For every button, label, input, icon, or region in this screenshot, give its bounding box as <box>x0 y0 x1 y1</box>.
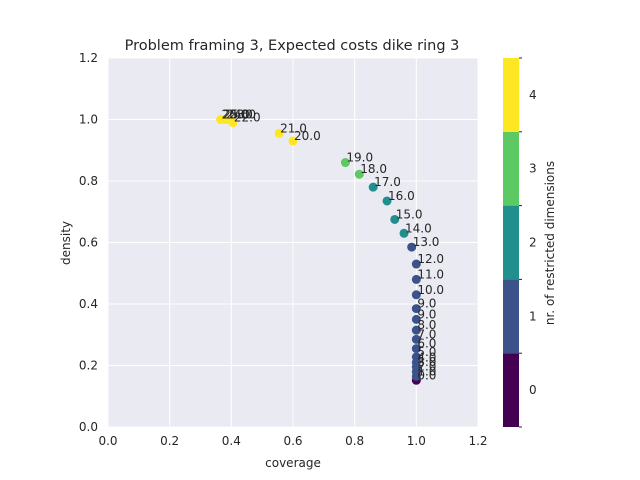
data-label: 22.0 <box>234 111 261 125</box>
colorbar-band <box>503 353 519 427</box>
data-label: 23.0 <box>229 108 256 122</box>
data-label: 1.0 <box>417 364 436 378</box>
data-point <box>382 196 392 206</box>
data-label: 6.0 <box>417 337 436 351</box>
data-label: 4.0 <box>417 350 436 364</box>
data-points <box>216 115 421 385</box>
colorbar-tick-label: 1 <box>529 309 537 323</box>
y-tick-label: 0.8 <box>79 174 98 188</box>
data-labels: 0.01.02.03.04.05.06.07.08.09.09.010.011.… <box>222 108 445 383</box>
data-label: 2.0 <box>417 360 436 374</box>
y-tick-label: 1.2 <box>79 51 98 65</box>
data-label: 17.0 <box>374 175 401 189</box>
colorbar-tick-label: 3 <box>529 162 537 176</box>
x-tick-label: 1.0 <box>407 434 426 448</box>
y-tick-label: 0.4 <box>79 297 98 311</box>
data-label: 20.0 <box>294 129 321 143</box>
y-axis-label: density <box>59 221 73 265</box>
colorbar-band <box>503 58 519 132</box>
data-label: 26.0 <box>222 108 249 122</box>
data-label: 8.0 <box>417 318 436 332</box>
data-label: 3.0 <box>417 355 436 369</box>
x-tick-label: 0.4 <box>222 434 241 448</box>
data-label: 9.0 <box>417 307 436 321</box>
data-label: 11.0 <box>417 267 444 281</box>
colorbar-label: nr. of restricted dimensions <box>543 161 557 325</box>
colorbar-tick-label: 0 <box>529 383 537 397</box>
colorbar-tick-label: 4 <box>529 88 537 102</box>
y-axis-ticks: 0.0 0.2 0.4 0.6 0.8 1.0 1.2 <box>79 51 98 434</box>
x-axis-ticks: 0.0 0.2 0.4 0.6 0.8 1.0 1.2 <box>98 434 487 448</box>
data-label: 16.0 <box>388 189 415 203</box>
data-point <box>340 158 350 168</box>
y-tick-label: 1.0 <box>79 113 98 127</box>
x-tick-label: 0.0 <box>98 434 117 448</box>
x-tick-label: 0.8 <box>345 434 364 448</box>
colorbar-tick-label: 2 <box>529 236 537 250</box>
data-point <box>411 290 421 300</box>
data-label: 19.0 <box>346 151 373 165</box>
data-label: 18.0 <box>360 162 387 176</box>
data-point <box>411 304 421 314</box>
data-point <box>411 334 421 344</box>
data-label: 24.0 <box>226 108 253 122</box>
data-label: 7.0 <box>417 327 436 341</box>
data-point <box>390 214 400 224</box>
colorbar: 0 1 2 3 4 <box>503 57 537 428</box>
data-label: 9.0 <box>417 297 436 311</box>
data-label: 12.0 <box>417 252 444 266</box>
data-label: 15.0 <box>396 207 423 221</box>
data-label: 5.0 <box>417 345 436 359</box>
data-label: 13.0 <box>413 235 440 249</box>
colorbar-band <box>503 131 519 206</box>
data-point <box>411 274 421 284</box>
data-point <box>411 344 421 354</box>
y-tick-label: 0.0 <box>79 420 98 434</box>
data-point <box>399 228 409 238</box>
data-point <box>411 325 421 335</box>
data-label: 21.0 <box>280 121 307 135</box>
colorbar-band <box>503 279 519 354</box>
y-tick-label: 0.6 <box>79 236 98 250</box>
data-point <box>216 115 226 124</box>
data-point <box>411 259 421 269</box>
data-point <box>411 314 421 324</box>
x-tick-label: 1.2 <box>468 434 487 448</box>
chart-title: Problem framing 3, Expected costs dike r… <box>125 38 460 54</box>
colorbar-band <box>503 205 519 280</box>
data-point <box>288 136 298 146</box>
x-tick-label: 0.6 <box>283 434 302 448</box>
data-label: 0.0 <box>417 368 436 382</box>
x-axis-label: coverage <box>265 456 321 470</box>
y-tick-label: 0.2 <box>79 359 98 373</box>
data-label: 14.0 <box>405 221 432 235</box>
data-label: 10.0 <box>417 283 444 297</box>
data-point <box>354 169 364 179</box>
data-point <box>411 352 421 362</box>
data-point <box>368 182 378 192</box>
data-point <box>407 242 417 252</box>
data-label: 25.0 <box>223 108 250 122</box>
x-tick-label: 0.2 <box>160 434 179 448</box>
data-point <box>274 128 284 138</box>
